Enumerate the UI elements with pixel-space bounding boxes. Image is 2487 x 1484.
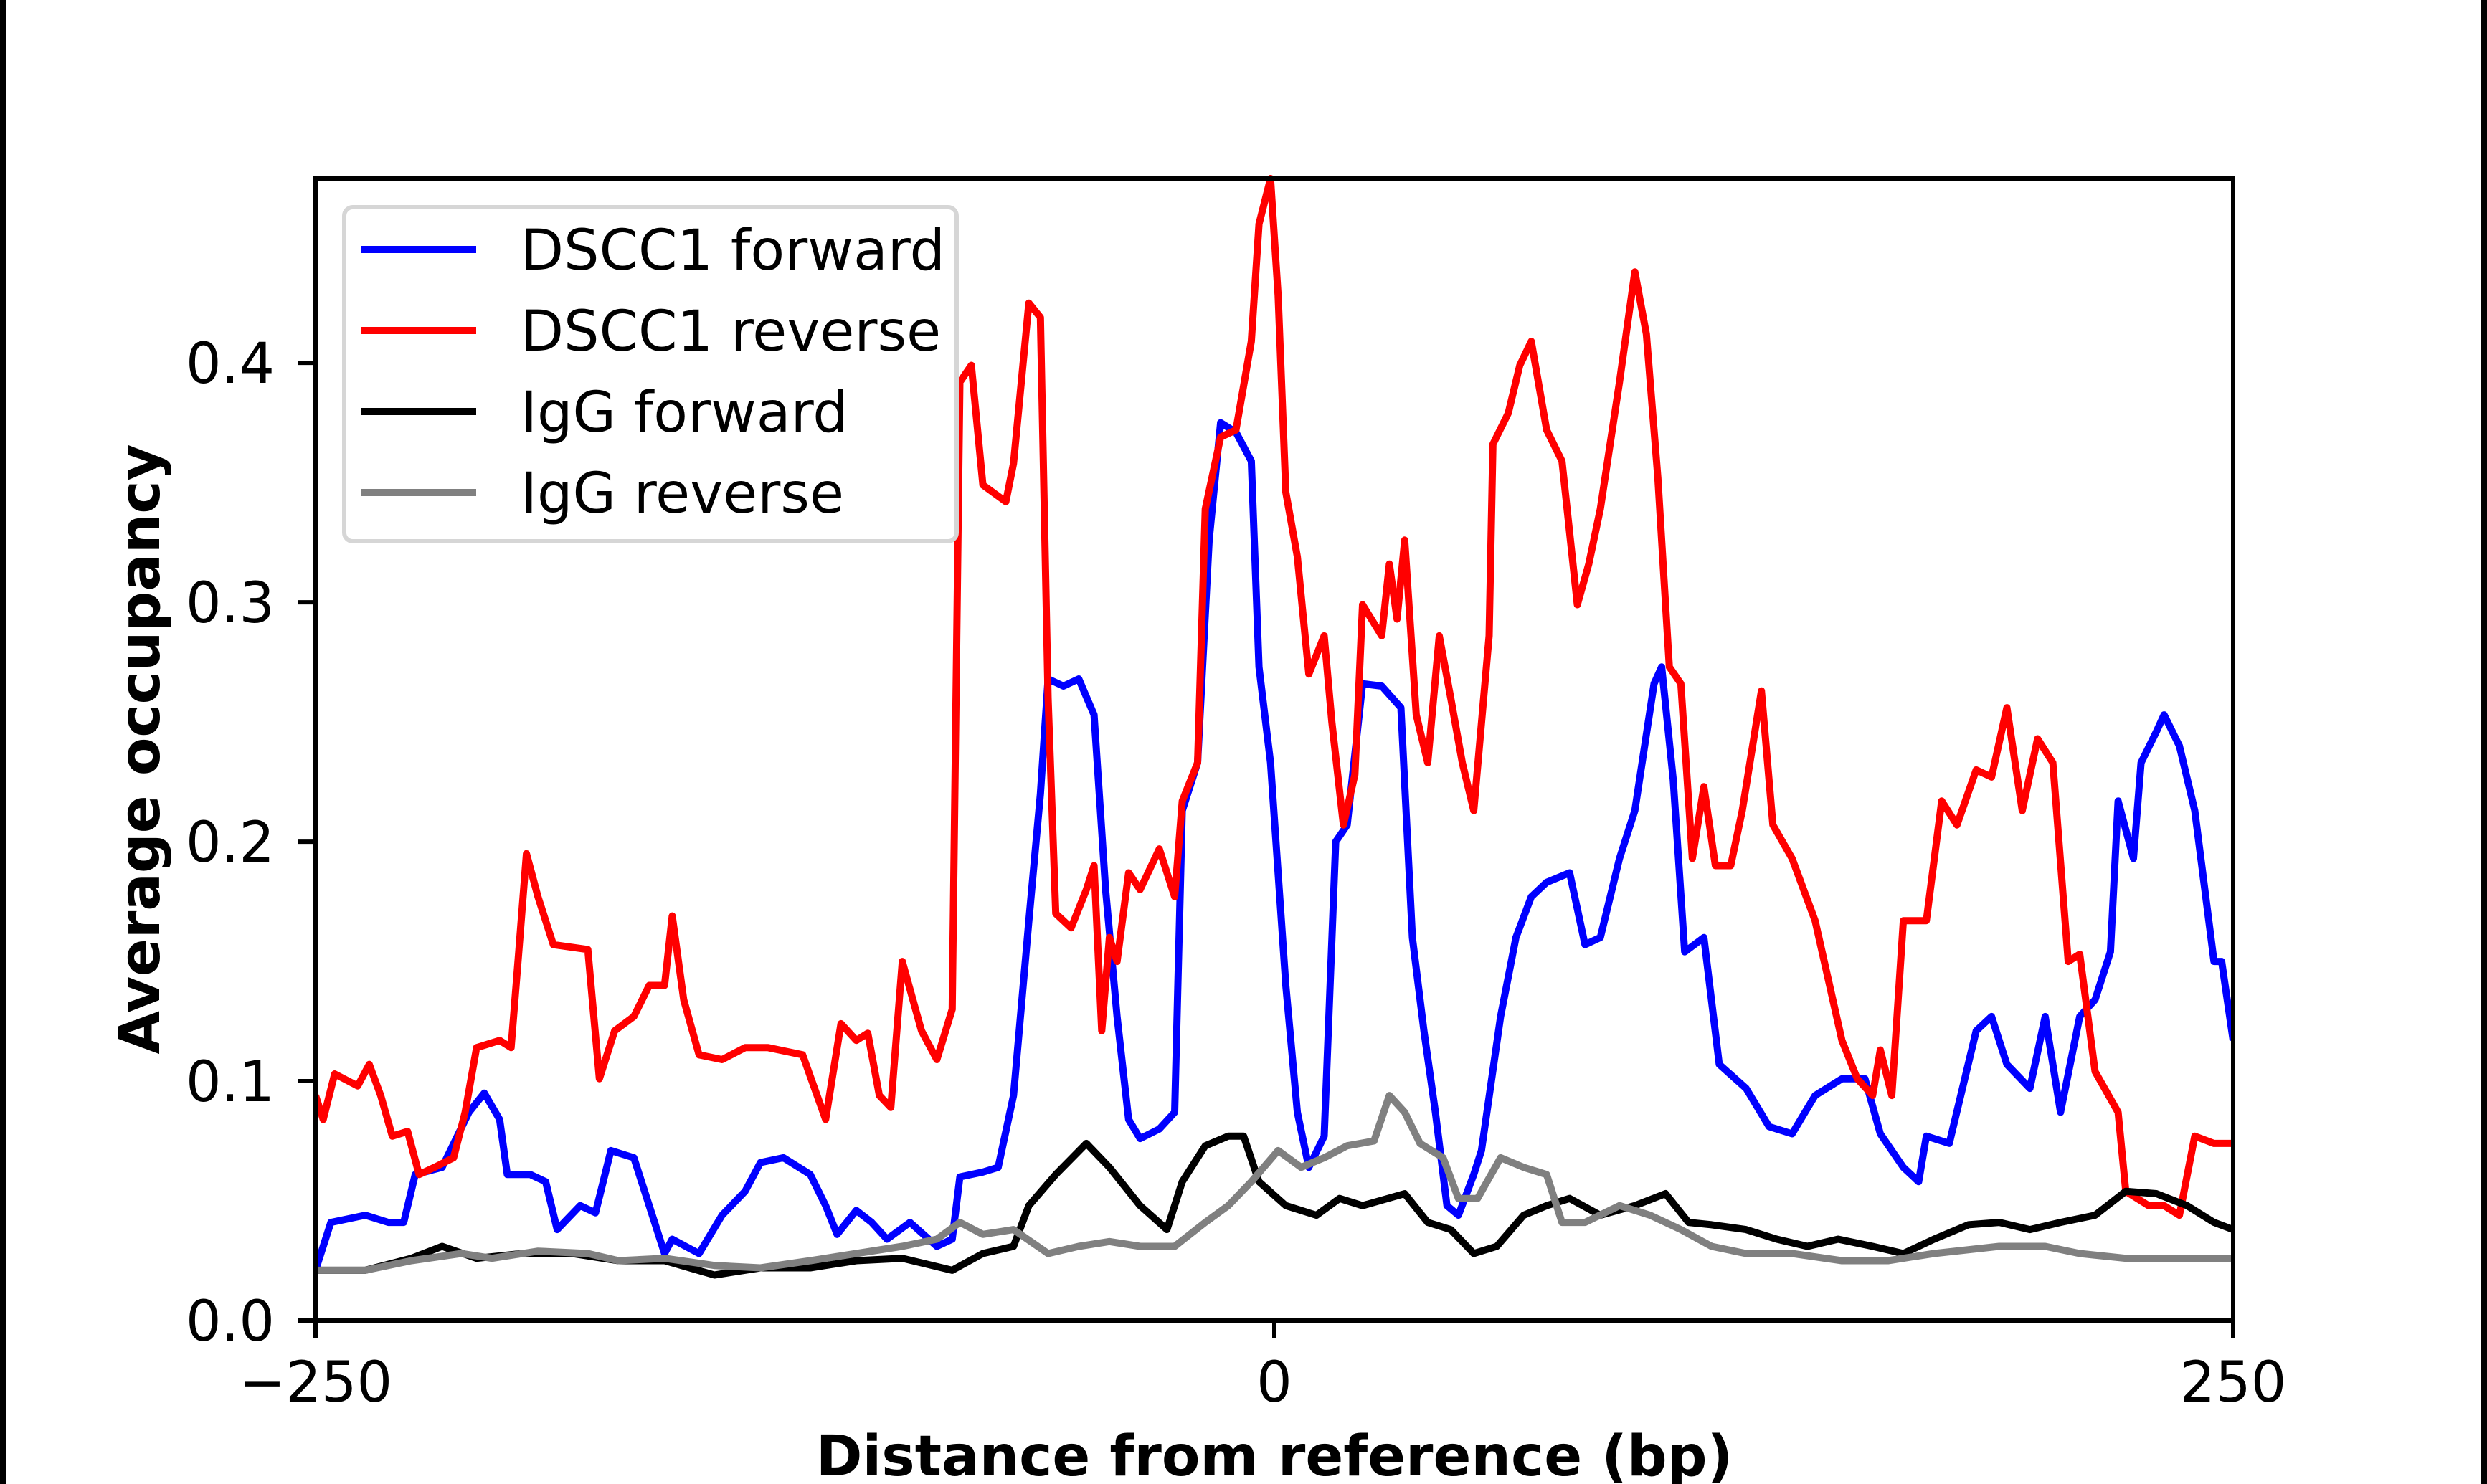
left-border <box>0 0 6 1484</box>
series-layer <box>316 175 2233 1279</box>
legend: DSCC1 forward DSCC1 reverse IgG forward … <box>342 205 959 543</box>
x-tick-label: −250 <box>239 1351 392 1415</box>
series-line-igg-reverse <box>316 1092 2233 1274</box>
legend-box <box>342 205 959 543</box>
series-line-dscc1-reverse <box>316 175 2233 1219</box>
y-tick-label: 0.2 <box>186 811 275 875</box>
right-border <box>2481 0 2487 1484</box>
legend-label-dscc1-reverse: DSCC1 reverse <box>521 300 941 364</box>
series-line-dscc1-forward <box>316 419 2233 1272</box>
x-tick-label: 0 <box>1256 1351 1292 1415</box>
legend-label-igg-forward: IgG forward <box>521 381 848 445</box>
y-tick-label: 0.1 <box>186 1050 275 1115</box>
x-axis-label: Distance from reference (bp) <box>816 1424 1733 1484</box>
y-axis-label: Average occupancy <box>108 444 173 1055</box>
legend-label-dscc1-forward: DSCC1 forward <box>521 219 945 283</box>
y-tick-label: 0.4 <box>186 332 275 396</box>
x-tick-label: 250 <box>2180 1351 2287 1415</box>
y-tick-label: 0.0 <box>186 1290 275 1354</box>
legend-label-igg-reverse: IgG reverse <box>521 462 844 526</box>
y-tick-label: 0.3 <box>186 571 275 636</box>
ticks-layer: −250 0 250 0.0 0.1 0.2 0.3 0.4 <box>186 332 2286 1415</box>
